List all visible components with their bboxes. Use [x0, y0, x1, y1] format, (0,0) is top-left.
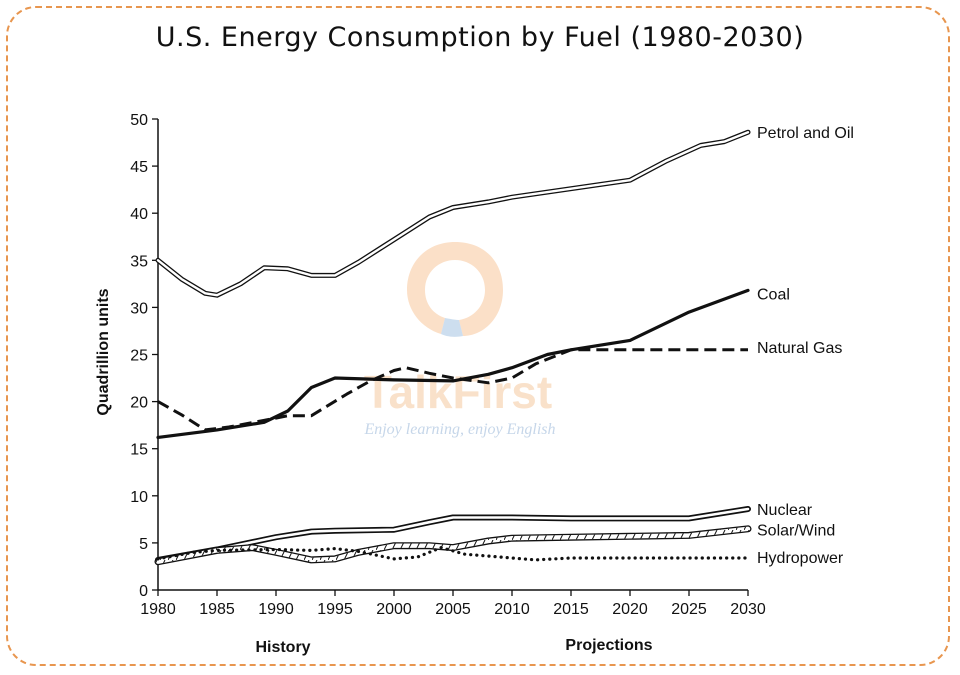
series-line — [156, 546, 750, 562]
x-tick-label: 1990 — [258, 601, 294, 618]
x-tick-label: 1985 — [199, 601, 235, 618]
y-axis-label: Quadrillion units — [95, 288, 112, 415]
y-tick-label: 40 — [130, 206, 148, 223]
y-tick-label: 10 — [130, 489, 148, 506]
series-label-natural-gas: Natural Gas — [757, 340, 842, 357]
series-natural-gas — [157, 348, 748, 432]
x-tick-label: 2015 — [553, 601, 589, 618]
y-ticks: 0 5 10 15 20 25 30 35 40 45 50 — [130, 112, 158, 600]
series-line-outer — [155, 129, 751, 298]
y-tick-label: 30 — [130, 300, 148, 317]
series-coal — [156, 288, 750, 439]
series-hydropower — [156, 546, 750, 562]
x-axis-label-projections: Projections — [565, 637, 652, 654]
series-line-inner — [156, 507, 750, 562]
series-label-hydropower: Hydropower — [757, 550, 844, 567]
chart-title: U.S. Energy Consumption by Fuel (1980-20… — [155, 22, 805, 53]
x-tick-label: 2025 — [671, 601, 707, 618]
series-layer — [154, 129, 752, 566]
series-line-hatch — [155, 526, 751, 564]
x-tick-label: 2000 — [376, 601, 412, 618]
x-tick-label: 2010 — [494, 601, 530, 618]
series-label-coal: Coal — [757, 286, 790, 303]
series-line — [157, 348, 748, 432]
series-line — [156, 288, 750, 439]
series-label-solar-wind: Solar/Wind — [757, 523, 835, 540]
dashed-frame — [6, 6, 950, 666]
x-tick-label: 2030 — [730, 601, 766, 618]
series-line-inner — [156, 131, 750, 297]
x-tick-label: 1995 — [317, 601, 353, 618]
x-tick-label: 1980 — [140, 601, 176, 618]
y-tick-label: 25 — [130, 348, 148, 365]
x-ticks: 1980 1985 1990 1995 2000 2005 2010 2015 2020 2025… — [140, 590, 766, 618]
series-label-nuclear: Nuclear — [757, 502, 813, 519]
series-petrol-and-oil — [155, 129, 751, 298]
watermark-slogan: Enjoy learning, enjoy English — [363, 421, 555, 438]
y-tick-label: 45 — [130, 159, 148, 176]
y-tick-label: 0 — [139, 583, 148, 600]
y-tick-label: 35 — [130, 253, 148, 270]
y-tick-label: 5 — [139, 536, 148, 553]
series-label-petrol-and-oil: Petrol and Oil — [757, 125, 854, 142]
series-nuclear — [155, 506, 751, 563]
x-axis-label-history: History — [255, 639, 310, 656]
x-tick-label: 2020 — [612, 601, 648, 618]
y-tick-label: 15 — [130, 442, 148, 459]
x-tick-label: 2005 — [435, 601, 471, 618]
y-tick-label: 50 — [130, 112, 148, 129]
series-solar-wind — [154, 525, 752, 566]
y-tick-label: 20 — [130, 395, 148, 412]
talkfirst-logo-icon — [407, 242, 503, 337]
series-labels: Petrol and Oil Coal Natural Gas Nuclear Sola… — [757, 125, 854, 567]
watermark-brand: TalkFirst — [364, 366, 552, 418]
watermark: TalkFirst Enjoy learning, enjoy English — [363, 242, 556, 438]
